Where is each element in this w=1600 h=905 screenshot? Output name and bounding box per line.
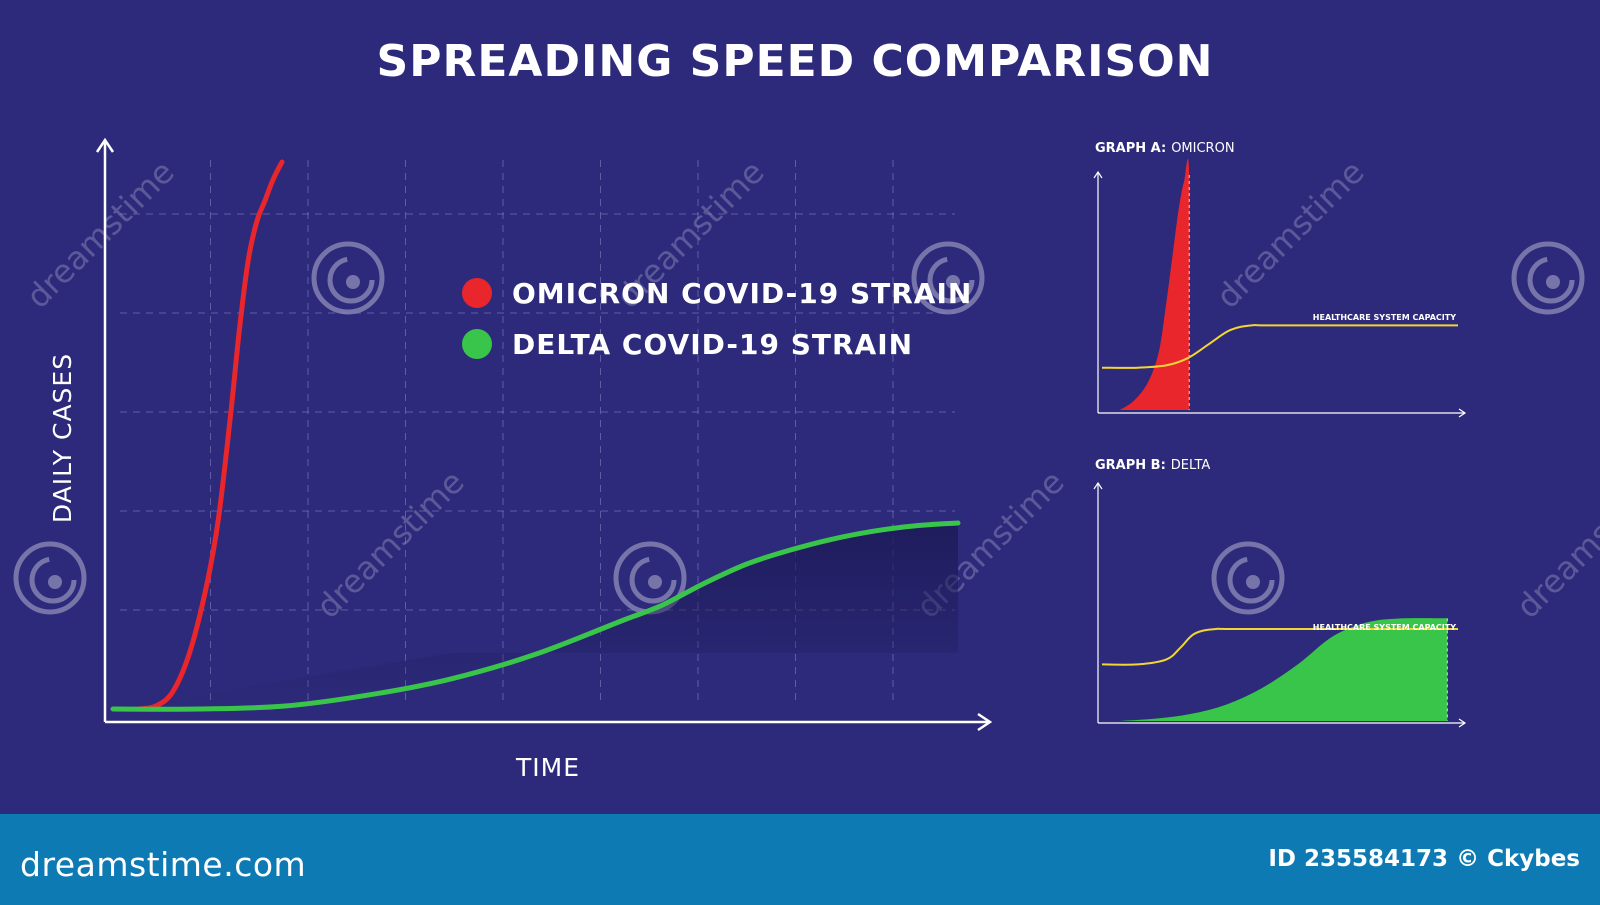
spiral-ring-inner — [629, 556, 677, 604]
watermark-spiral-icon — [311, 241, 385, 315]
spiral-core — [648, 575, 662, 589]
spiral-ring-outer — [13, 541, 87, 615]
spiral-ring-outer — [911, 241, 985, 315]
spiral-core — [946, 275, 960, 289]
spiral-ring-inner — [927, 256, 975, 304]
x-axis-label: TIME — [515, 753, 580, 782]
spiral-core — [1546, 275, 1560, 289]
graph-b-x-arrow-icon — [1458, 718, 1467, 728]
omicron-line — [135, 159, 285, 712]
spiral-ring-inner — [1527, 256, 1575, 304]
y-axis-label: DAILY CASES — [48, 353, 77, 523]
spiral-ring-inner — [327, 256, 375, 304]
watermark-brand-text: dreamstime — [1509, 463, 1600, 626]
graph-b-axes — [1093, 481, 1467, 728]
footer-bar: dreamstime.com ID 235584173 © Ckybes — [0, 814, 1600, 905]
spiral-core — [346, 275, 360, 289]
x-axis-arrow-icon — [977, 712, 993, 732]
legend: OMICRON COVID-19 STRAIN DELTA COVID-19 S… — [462, 277, 972, 361]
main-series-layer — [110, 159, 961, 712]
graph-b-title: GRAPH B: DELTA — [1095, 458, 1210, 473]
spiral-ring-outer — [1211, 541, 1285, 615]
graph-a-capacity-label: HEALTHCARE SYSTEM CAPACITY — [1313, 313, 1456, 322]
legend-delta-swatch — [462, 329, 492, 359]
watermark-spiral-icon — [13, 541, 87, 615]
delta-line — [110, 520, 961, 712]
page-title: SPREADING SPEED COMPARISON — [377, 36, 1214, 87]
spiral-ring-inner — [29, 556, 77, 604]
spiral-core — [1246, 575, 1260, 589]
spiral-core — [48, 575, 62, 589]
legend-omicron-label: OMICRON COVID-19 STRAIN — [512, 277, 972, 310]
watermark-spiral-icon — [1511, 241, 1585, 315]
watermark-brand-text: dreamstime — [309, 463, 472, 626]
graph-a-x-arrow-icon — [1458, 408, 1467, 418]
spiral-ring-outer — [1511, 241, 1585, 315]
graph-a-title-name: OMICRON — [1171, 141, 1234, 156]
graph-a-series-layer — [1101, 158, 1458, 410]
y-axis-arrow-icon — [95, 137, 115, 153]
delta-area-shadow — [113, 523, 958, 710]
site-logo[interactable]: dreamstime.com — [20, 845, 307, 884]
graph-b-title-name: DELTA — [1171, 458, 1211, 473]
graph-a-title: GRAPH A: OMICRON — [1095, 141, 1235, 156]
spiral-ring-outer — [311, 241, 385, 315]
watermark-spiral-icon — [911, 241, 985, 315]
graph-a-axes — [1093, 170, 1467, 418]
graph-b-capacity-line — [1101, 627, 1458, 666]
main-grid — [120, 160, 955, 705]
legend-omicron-swatch — [462, 278, 492, 308]
spiral-ring-inner — [1227, 556, 1275, 604]
graph-a-capacity-line — [1101, 324, 1458, 369]
watermark-spiral-icon — [1211, 541, 1285, 615]
legend-delta-label: DELTA COVID-19 STRAIN — [512, 328, 913, 361]
graph-a-y-arrow-icon — [1093, 170, 1103, 179]
graph-a-title-bold: GRAPH A: — [1095, 141, 1166, 156]
graph-b-cases-area — [1119, 618, 1448, 721]
graph-b-title-bold: GRAPH B: — [1095, 458, 1166, 473]
main-axes — [95, 137, 993, 732]
image-id-credit: ID 235584173 © Ckybes — [1268, 846, 1580, 872]
watermark-brand-text: dreamstime — [1209, 153, 1372, 316]
graph-b-series-layer — [1101, 618, 1458, 721]
graph-a-cases-area — [1119, 158, 1190, 410]
graph-b-y-arrow-icon — [1093, 481, 1103, 490]
watermark-brand-text: dreamstime — [19, 153, 182, 316]
graph-b-capacity-label: HEALTHCARE SYSTEM CAPACITY — [1313, 623, 1456, 632]
